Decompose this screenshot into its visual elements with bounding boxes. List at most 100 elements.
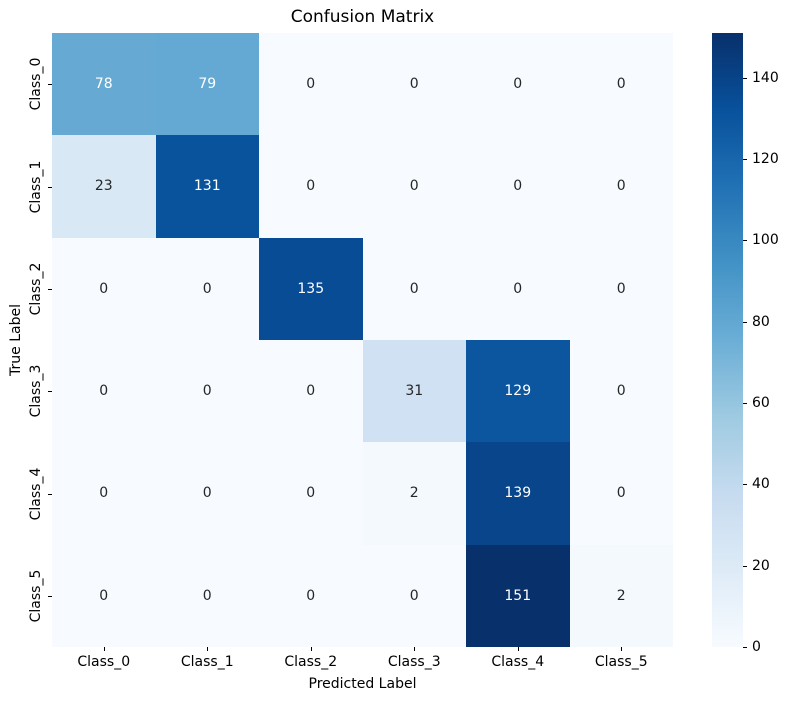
colorbar-tick-mark — [743, 321, 747, 323]
cell-value: 0 — [616, 485, 626, 502]
heatmap-cell: 0 — [52, 237, 156, 340]
y-tick-label: Class_1 — [28, 160, 44, 213]
cell-value: 0 — [409, 76, 419, 93]
heatmap-cell: 0 — [362, 544, 466, 647]
x-tick-mark — [517, 647, 519, 651]
cell-value: 129 — [504, 383, 532, 400]
heatmap-cell: 0 — [155, 442, 259, 545]
heatmap-cell: 0 — [52, 544, 156, 647]
cell-value: 78 — [94, 76, 113, 93]
x-tick-label: Class_5 — [594, 654, 648, 670]
heatmap-cell: 23 — [52, 135, 156, 238]
cell-value: 135 — [297, 280, 325, 297]
heatmap-cell: 31 — [362, 340, 466, 443]
heatmap-cell: 129 — [466, 340, 570, 443]
cell-value: 0 — [409, 178, 419, 195]
cell-value: 0 — [202, 485, 212, 502]
heatmap-cell: 78 — [52, 33, 156, 136]
y-tick-label: Class_5 — [28, 569, 44, 623]
cell-value: 0 — [616, 178, 626, 195]
x-tick-mark — [621, 647, 623, 651]
y-tick-mark — [48, 186, 52, 188]
cell-value: 0 — [99, 587, 109, 604]
cell-value: 0 — [306, 587, 316, 604]
heatmap-cell: 0 — [52, 442, 156, 545]
y-tick-mark — [48, 84, 52, 86]
colorbar-tick-mark — [743, 403, 747, 405]
cell-value: 0 — [202, 383, 212, 400]
cell-value: 0 — [202, 587, 212, 604]
heatmap-cell: 0 — [362, 237, 466, 340]
y-tick-mark — [48, 391, 52, 393]
heatmap-grid: 78 79 0 0 0 0 23 131 0 0 0 0 0 0 135 0 0 0 0 0 0 31 129 0 0 0 0 2 13… — [52, 33, 673, 647]
heatmap-cell: 0 — [259, 340, 363, 443]
heatmap-cell: 0 — [569, 340, 673, 443]
colorbar-tick-mark — [743, 77, 747, 79]
cell-value: 131 — [193, 178, 221, 195]
cell-value: 0 — [513, 76, 523, 93]
heatmap-cell: 0 — [362, 135, 466, 238]
cell-value: 0 — [409, 280, 419, 297]
y-tick-mark — [48, 595, 52, 597]
heatmap-cell: 0 — [466, 237, 570, 340]
heatmap-cell: 0 — [466, 33, 570, 136]
colorbar-tick-mark — [743, 159, 747, 161]
y-tick-label: Class_4 — [28, 467, 44, 520]
heatmap-cell: 0 — [259, 33, 363, 136]
cell-value: 0 — [513, 178, 523, 195]
cell-value: 2 — [409, 485, 419, 502]
colorbar-tick-mark — [743, 647, 747, 648]
heatmap-cell: 0 — [569, 135, 673, 238]
colorbar-tick-label: 140 — [752, 69, 779, 86]
heatmap-cell: 0 — [466, 135, 570, 238]
y-axis-label: True Label — [8, 304, 24, 376]
cell-value: 0 — [513, 280, 523, 297]
x-tick-label: Class_1 — [180, 654, 234, 670]
heatmap-cell: 151 — [466, 544, 570, 647]
x-axis-label: Predicted Label — [308, 676, 417, 692]
x-tick-label: Class_4 — [491, 654, 545, 670]
colorbar-tick-label: 20 — [752, 557, 770, 574]
colorbar-tick-label: 40 — [752, 476, 770, 493]
heatmap-cell: 0 — [52, 340, 156, 443]
colorbar-tick-label: 80 — [752, 313, 770, 330]
x-tick-mark — [207, 647, 209, 651]
cell-value: 0 — [99, 383, 109, 400]
heatmap-cell: 2 — [569, 544, 673, 647]
heatmap-cell: 135 — [259, 237, 363, 340]
cell-value: 151 — [504, 587, 532, 604]
heatmap-cell: 0 — [569, 237, 673, 340]
heatmap-cell: 2 — [362, 442, 466, 545]
cell-value: 0 — [616, 280, 626, 297]
heatmap-cell: 0 — [259, 544, 363, 647]
y-tick-label: Class_3 — [28, 364, 44, 418]
cell-value: 0 — [99, 280, 109, 297]
colorbar-tick-mark — [743, 565, 747, 567]
y-tick-mark — [48, 288, 52, 290]
cell-value: 0 — [306, 178, 316, 195]
cell-value: 31 — [405, 383, 424, 400]
heatmap-cell: 0 — [155, 340, 259, 443]
cell-value: 0 — [306, 383, 316, 400]
heatmap-cell: 0 — [569, 33, 673, 136]
y-tick-label: Class_0 — [28, 57, 44, 111]
heatmap-cell: 79 — [155, 33, 259, 136]
heatmap-cell: 0 — [155, 237, 259, 340]
cell-value: 139 — [504, 485, 532, 502]
cell-value: 0 — [616, 76, 626, 93]
heatmap-cell: 0 — [155, 544, 259, 647]
heatmap-cell: 0 — [259, 135, 363, 238]
cell-value: 0 — [306, 76, 316, 93]
heatmap-cell: 131 — [155, 135, 259, 238]
y-tick-mark — [48, 493, 52, 495]
colorbar-tick-label: 120 — [752, 151, 779, 168]
cell-value: 0 — [202, 280, 212, 297]
cell-value: 79 — [198, 76, 217, 93]
x-tick-mark — [103, 647, 105, 651]
y-tick-label: Class_2 — [28, 262, 44, 316]
x-tick-label: Class_0 — [77, 654, 131, 670]
cell-value: 0 — [306, 485, 316, 502]
heatmap-cell: 0 — [569, 442, 673, 545]
cell-value: 23 — [94, 178, 113, 195]
